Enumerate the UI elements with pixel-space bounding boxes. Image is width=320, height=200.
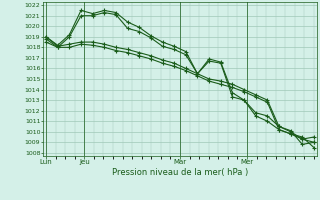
X-axis label: Pression niveau de la mer( hPa ): Pression niveau de la mer( hPa ) xyxy=(112,168,248,177)
